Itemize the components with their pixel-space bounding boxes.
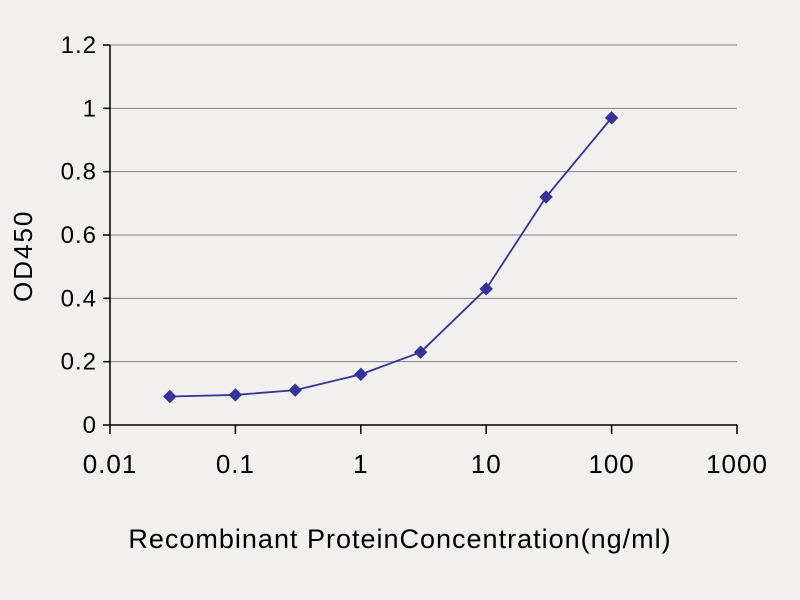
svg-text:0.8: 0.8	[61, 159, 97, 186]
svg-text:1.2: 1.2	[61, 32, 97, 59]
svg-text:0.6: 0.6	[61, 222, 97, 249]
svg-text:100: 100	[588, 449, 634, 479]
svg-text:0.1: 0.1	[216, 449, 255, 479]
svg-text:0.01: 0.01	[83, 449, 138, 479]
svg-text:1: 1	[83, 95, 97, 122]
svg-text:0.4: 0.4	[61, 285, 97, 312]
y-axis-title: OD450	[8, 209, 38, 302]
svg-text:0.2: 0.2	[61, 349, 97, 376]
svg-text:1000: 1000	[706, 449, 768, 479]
svg-text:1: 1	[353, 449, 368, 479]
svg-text:0: 0	[83, 412, 97, 439]
svg-text:10: 10	[471, 449, 502, 479]
x-axis-title: Recombinant ProteinConcentration(ng/ml)	[128, 524, 672, 554]
